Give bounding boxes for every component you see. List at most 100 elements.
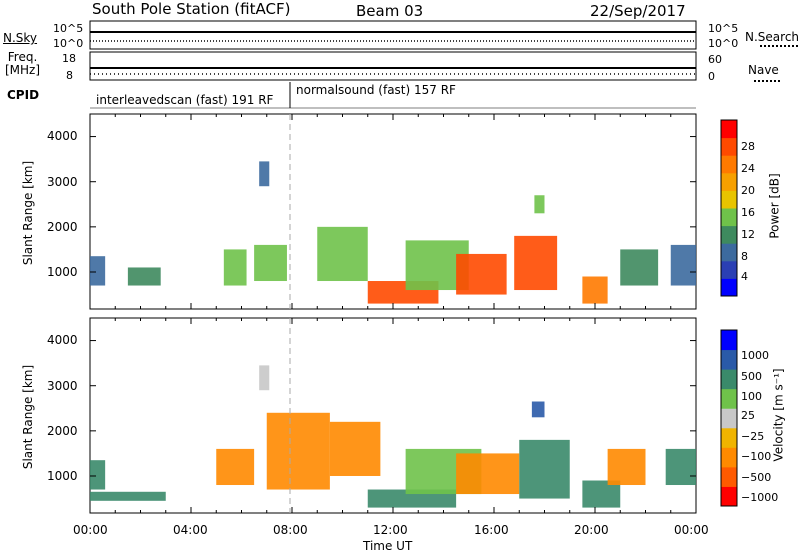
power-colorbar [720,119,738,297]
power-cbar-swatch-8 [721,137,737,156]
data-patch-13 [665,448,696,486]
beam-label: Beam 03 [356,2,424,20]
cpid-segment-1: interleavedscan (fast) 191 RF [96,93,274,107]
data-patch-13 [670,244,696,286]
power-cbar-label: Power [dB] [767,173,782,239]
nsearch-tick-high: 10^5 [708,22,739,35]
power-cbar-tick-0: 28 [741,140,755,153]
velocity-cbar-tick-7: −1000 [741,491,779,504]
data-patch-5 [329,421,381,476]
data-patch-3 [259,365,270,391]
velocity-panel-patches [90,365,696,508]
velocity-cbar-tick-0: 1000 [741,349,769,362]
velocity-cbar-swatch-0 [721,486,737,507]
freq-tick-low: 8 [66,69,73,82]
xtick-0: 00:00 [73,523,108,537]
data-patch-2 [223,249,247,286]
freq-label-line1: Freq. [7,50,38,64]
xtick-1: 04:00 [173,523,208,537]
xtick-2: 08:00 [273,523,308,537]
velocity-cbar-swatch-5 [721,388,737,409]
nave-tick-low: 0 [708,70,715,83]
nave-label: Nave [748,63,779,77]
velocity-ylabel: Slant Range [km] [21,364,36,470]
data-patch-12 [620,249,659,286]
data-patch-12 [607,448,646,486]
velocity-cbar-swatch-4 [721,408,737,429]
xtick-4: 16:00 [474,523,509,537]
data-patch-2 [216,448,255,486]
axis-ticks [89,114,697,513]
velocity-cbar-frame [720,329,738,507]
power-cbar-tick-1: 24 [741,162,755,175]
power-ytick-3000: 3000 [47,175,78,189]
data-patch-4 [254,244,287,282]
velocity-ytick-4000: 4000 [47,333,78,347]
date-label: 22/Sep/2017 [590,2,686,20]
velocity-ytick-1000: 1000 [47,469,78,483]
data-patch-5 [317,226,368,282]
data-patch-10 [531,401,545,418]
data-patch-8 [456,453,520,495]
power-cbar-swatch-5 [721,190,737,209]
power-cbar-swatch-1 [721,260,737,279]
velocity-cbar-swatch-8 [721,330,737,351]
freq-series [90,67,696,75]
power-cbar-tick-2: 20 [741,184,755,197]
xtick-5: 20:00 [574,523,609,537]
velocity-colorbar [720,329,738,507]
velocity-cbar-tick-5: −100 [741,450,772,463]
data-patch-0 [90,256,106,286]
nsky-tick-low: 10^0 [53,37,84,50]
data-patch-1 [127,267,161,286]
freq-frame [89,51,697,81]
power-panel-patches [90,161,696,304]
power-cbar-tick-4: 12 [741,228,755,241]
data-patch-8 [456,253,507,295]
xtick-3: 12:00 [373,523,408,537]
cpid-segment-2: normalsound (fast) 157 RF [296,83,456,97]
nsearch-legend-dots [760,45,798,47]
freq-tick-high: 18 [62,52,76,65]
power-ytick-4000: 4000 [47,129,78,143]
nsearch-tick-low: 10^0 [708,37,739,50]
power-cbar-tick-6: 4 [741,270,748,283]
data-patch-3 [259,161,270,187]
power-ylabel: Slant Range [km] [21,160,36,266]
station-title: South Pole Station (fitACF) [92,0,291,18]
data-patch-9 [519,439,570,499]
nsky-label: N.Sky [3,31,38,45]
power-ytick-2000: 2000 [47,220,78,234]
nsky-series [90,31,696,42]
power-ytick-1000: 1000 [47,265,78,279]
velocity-cbar-swatch-3 [721,427,737,448]
freq-label-line2: [MHz] [5,63,41,77]
power-cbar-swatch-9 [721,120,737,139]
velocity-cbar-swatch-2 [721,447,737,468]
nsky-tick-high: 10^5 [53,22,84,35]
velocity-cbar-tick-6: −500 [741,471,772,484]
cpid-label: CPID [7,88,40,102]
velocity-cbar-tick-4: −25 [741,430,765,443]
data-patch-11 [582,276,608,304]
data-patch-0 [90,460,106,490]
velocity-cbar-label: Velocity [m s⁻¹] [771,368,786,462]
power-cbar-swatch-4 [721,208,737,227]
velocity-ytick-2000: 2000 [47,424,78,438]
data-patch-4 [266,412,330,490]
velocity-cbar-tick-1: 500 [741,370,762,383]
power-cbar-tick-3: 16 [741,206,755,219]
freq-label: Freq. [MHz] [5,51,40,77]
power-cbar-swatch-2 [721,243,737,262]
data-patch-10 [534,195,545,214]
nsearch-label: N.Search [745,30,800,44]
x-axis-label: Time UT [363,539,413,553]
data-patch-1 [90,491,166,501]
velocity-panel-frame [89,317,697,514]
data-patch-9 [514,235,558,291]
power-cbar-swatch-6 [721,172,737,191]
power-cbar-swatch-7 [721,155,737,174]
power-cbar-tick-5: 8 [741,250,748,263]
power-cbar-swatch-3 [721,225,737,244]
velocity-cbar-swatch-7 [721,349,737,370]
